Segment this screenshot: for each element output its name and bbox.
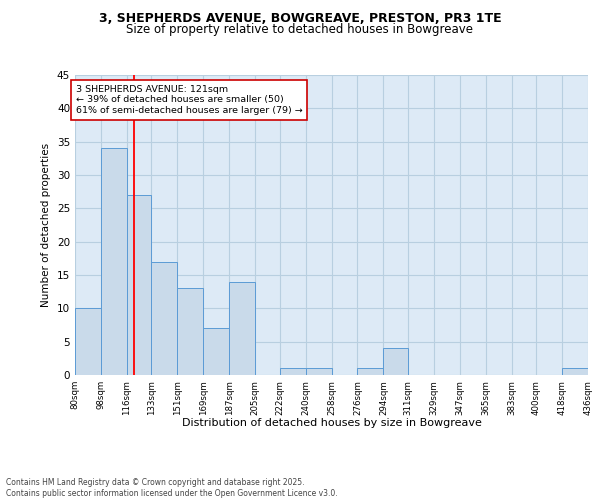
Bar <box>562 368 588 375</box>
Bar <box>101 148 127 375</box>
Bar <box>203 328 229 375</box>
Bar <box>75 308 101 375</box>
X-axis label: Distribution of detached houses by size in Bowgreave: Distribution of detached houses by size … <box>182 418 481 428</box>
Text: 3, SHEPHERDS AVENUE, BOWGREAVE, PRESTON, PR3 1TE: 3, SHEPHERDS AVENUE, BOWGREAVE, PRESTON,… <box>98 12 502 26</box>
Bar <box>151 262 178 375</box>
Text: 3 SHEPHERDS AVENUE: 121sqm
← 39% of detached houses are smaller (50)
61% of semi: 3 SHEPHERDS AVENUE: 121sqm ← 39% of deta… <box>76 85 302 115</box>
Text: Size of property relative to detached houses in Bowgreave: Size of property relative to detached ho… <box>127 22 473 36</box>
Bar <box>280 368 305 375</box>
Bar <box>383 348 408 375</box>
Bar <box>305 368 331 375</box>
Bar <box>229 282 255 375</box>
Text: Contains HM Land Registry data © Crown copyright and database right 2025.
Contai: Contains HM Land Registry data © Crown c… <box>6 478 338 498</box>
Y-axis label: Number of detached properties: Number of detached properties <box>41 143 52 307</box>
Bar <box>358 368 383 375</box>
Bar <box>127 195 151 375</box>
Bar <box>178 288 203 375</box>
